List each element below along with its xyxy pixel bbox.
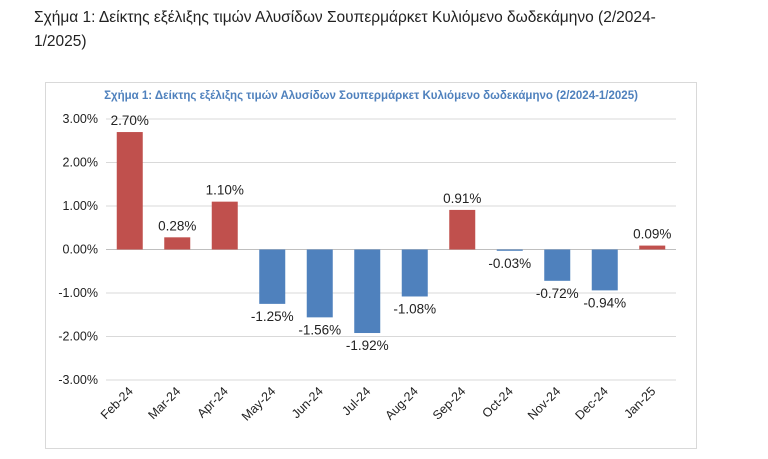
data-label: 0.28% (158, 218, 196, 233)
chart-title: Σχήμα 1: Δείκτης εξέλιξης τιμών Αλυσίδων… (104, 90, 638, 102)
y-tick-label: 3.00% (63, 112, 98, 126)
data-label: -1.92% (346, 338, 389, 353)
x-tick-label: Dec-24 (572, 384, 610, 422)
y-tick-label: -1.00% (58, 286, 98, 300)
data-label: 0.09% (633, 227, 671, 242)
bar (211, 201, 238, 250)
bar (259, 249, 286, 304)
bars (116, 132, 666, 334)
bar (449, 209, 476, 250)
x-tick-label: Mar-24 (145, 384, 183, 422)
x-tick-label: Sep-24 (430, 384, 468, 422)
bar (591, 249, 618, 291)
bar (401, 249, 428, 297)
figure-caption: Σχήμα 1: Δείκτης εξέλιξης τιμών Αλυσίδων… (34, 9, 656, 50)
y-tick-label: 1.00% (63, 199, 98, 213)
x-tick-label: Feb-24 (98, 384, 136, 422)
bar (306, 249, 333, 318)
y-tick-label: 0.00% (63, 243, 98, 257)
x-tick-label: May-24 (239, 384, 278, 423)
data-label: 2.70% (111, 113, 149, 128)
bar (354, 249, 381, 334)
bar (544, 249, 571, 281)
data-label: -1.08% (393, 301, 436, 316)
data-label: -1.25% (251, 309, 294, 324)
bar (116, 132, 143, 250)
x-tick-label: Jan-25 (621, 384, 658, 421)
x-tick-label: Jun-24 (289, 384, 326, 421)
data-label: 0.91% (443, 191, 481, 206)
y-axis: 3.00% 2.00% 1.00% 0.00% -1.00% -2.00% -3.00% (58, 112, 676, 387)
y-tick-label: -3.00% (58, 373, 98, 387)
data-label: -0.72% (536, 286, 579, 301)
data-label: 1.10% (206, 183, 244, 198)
data-label: -0.03% (488, 256, 531, 271)
x-tick-label: Oct-24 (479, 384, 515, 420)
x-tick-label: Aug-24 (382, 384, 420, 422)
data-label: -0.94% (583, 295, 626, 310)
x-axis: Feb-24 Mar-24 Apr-24 May-24 Jun-24 Jul-24 Aug-… (98, 384, 658, 423)
y-tick-label: 2.00% (63, 156, 98, 170)
bar (639, 245, 666, 250)
x-tick-label: Nov-24 (525, 384, 563, 422)
bar-chart: Σχήμα 1: Δείκτης εξέλιξης τιμών Αλυσίδων… (58, 90, 676, 424)
x-tick-label: Apr-24 (194, 384, 230, 420)
bar (496, 249, 523, 251)
data-label: -1.56% (298, 322, 341, 337)
x-tick-label: Jul-24 (339, 384, 373, 418)
data-labels: 2.70% 0.28% 1.10% -1.25% -1.56% -1.92% -1.08% 0… (111, 113, 672, 353)
bar (164, 237, 191, 250)
chart-container: Σχήμα 1: Δείκτης εξέλιξης τιμών Αλυσίδων… (45, 82, 697, 449)
y-tick-label: -2.00% (58, 330, 98, 344)
